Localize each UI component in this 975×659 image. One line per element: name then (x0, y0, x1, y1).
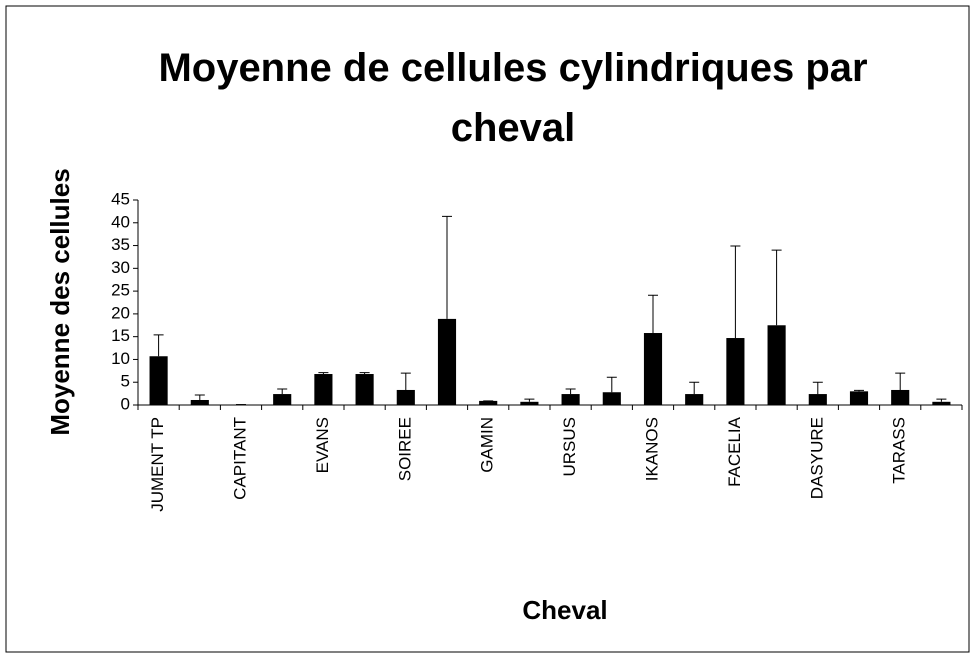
x-tick-label: CAPITANT (230, 417, 249, 500)
error-bar (606, 376, 617, 393)
bar (685, 394, 704, 405)
error-bar (359, 372, 370, 375)
bar (932, 401, 951, 405)
bar (190, 399, 209, 405)
bar (643, 333, 663, 405)
error-bar (648, 294, 658, 334)
bar (891, 389, 910, 405)
x-tick-label: EVANS (313, 417, 332, 473)
x-tick-label: SOIREE (395, 417, 414, 481)
y-tick-label: 35 (111, 235, 130, 254)
bar (479, 400, 498, 405)
error-bar (153, 334, 164, 357)
error-bar (400, 372, 411, 390)
error-bar (895, 372, 906, 390)
x-tick-label: URSUS (560, 417, 579, 477)
chart-title: Moyenne de cellules cylindriques par che… (158, 46, 868, 150)
bar (561, 394, 580, 405)
error-bar (812, 381, 823, 395)
x-tick-label: JUMENT TP (148, 417, 167, 512)
bar (767, 325, 786, 405)
y-tick-label: 5 (121, 372, 130, 391)
bar (726, 338, 745, 405)
error-bar (854, 389, 864, 392)
bar (149, 356, 168, 405)
error-bar (689, 381, 700, 395)
error-bar (730, 245, 741, 339)
error-bar (524, 398, 535, 402)
error-bar (277, 388, 288, 395)
y-tick-label: 20 (111, 303, 130, 322)
x-tick-label: IKANOS (642, 417, 661, 481)
error-bar (771, 249, 782, 326)
x-tick-label: FACELIA (725, 416, 744, 487)
error-bar (565, 388, 576, 395)
y-tick-label: 45 (111, 189, 130, 208)
y-tick-label: 25 (111, 281, 130, 300)
bar (355, 374, 374, 405)
y-tick-label: 15 (111, 326, 130, 345)
bar (273, 394, 292, 405)
bar (808, 394, 827, 405)
y-tick-label: 0 (121, 394, 130, 413)
y-axis-label: Moyenne des cellules (45, 168, 75, 435)
chart-border (5, 5, 970, 653)
y-tick-label: 10 (111, 349, 130, 368)
bar (602, 392, 621, 405)
error-bar (442, 215, 452, 319)
bar (437, 318, 457, 405)
error-bar (936, 398, 947, 402)
y-tick-label: 40 (111, 212, 130, 231)
bar (396, 389, 415, 405)
x-tick-label: DASYURE (807, 417, 826, 499)
error-bar (318, 372, 329, 375)
bar (849, 391, 869, 405)
x-tick-label: GAMIN (478, 417, 497, 473)
x-axis-label: Cheval (522, 595, 607, 625)
y-tick-label: 30 (111, 258, 130, 277)
error-bar (194, 394, 205, 400)
bar (520, 401, 539, 405)
bar (314, 374, 333, 405)
x-tick-label: TARASS (890, 417, 909, 484)
